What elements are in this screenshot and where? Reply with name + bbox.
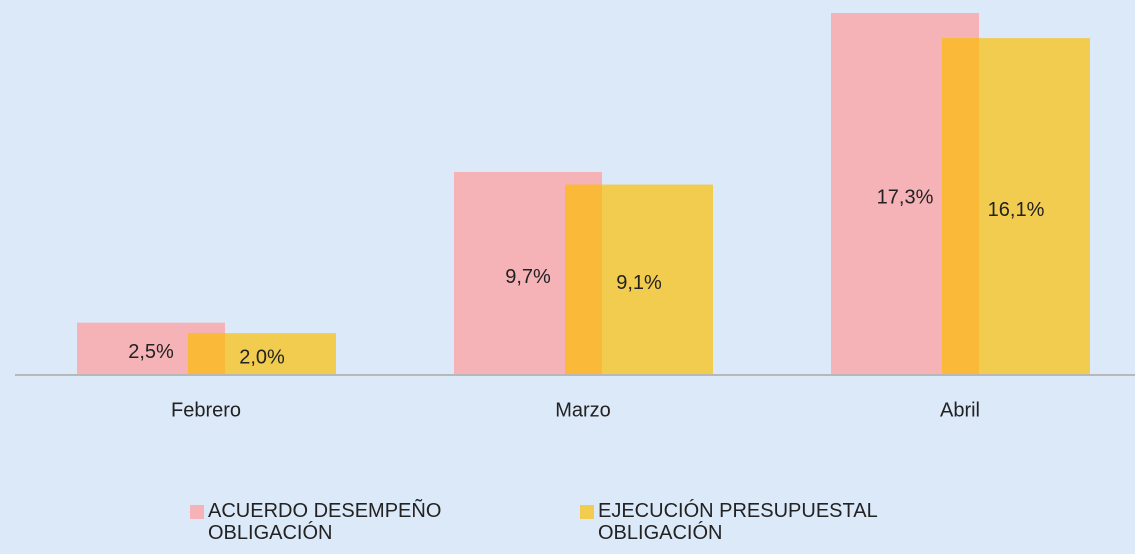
bar-overlap bbox=[188, 333, 225, 375]
x-tick-label: Marzo bbox=[555, 399, 611, 421]
data-label: 9,7% bbox=[505, 266, 551, 288]
data-label: 16,1% bbox=[988, 199, 1045, 221]
legend-label: ACUERDO DESEMPEÑO OBLIGACIÓN bbox=[208, 500, 442, 544]
data-label: 2,5% bbox=[128, 341, 174, 363]
x-tick-label: Febrero bbox=[171, 399, 241, 421]
bar-overlap bbox=[942, 38, 979, 375]
legend-swatch bbox=[580, 505, 594, 519]
data-label: 9,1% bbox=[616, 272, 662, 294]
legend-swatch bbox=[190, 505, 204, 519]
legend-label: EJECUCIÓN PRESUPUESTAL OBLIGACIÓN bbox=[598, 500, 877, 544]
legend-item: EJECUCIÓN PRESUPUESTAL OBLIGACIÓN bbox=[580, 500, 928, 544]
bar-overlap bbox=[565, 184, 602, 375]
legend-item: ACUERDO DESEMPEÑO OBLIGACIÓN bbox=[190, 500, 538, 544]
data-label: 17,3% bbox=[877, 186, 934, 208]
data-label: 2,0% bbox=[239, 346, 285, 368]
x-tick-label: Abril bbox=[940, 399, 980, 421]
